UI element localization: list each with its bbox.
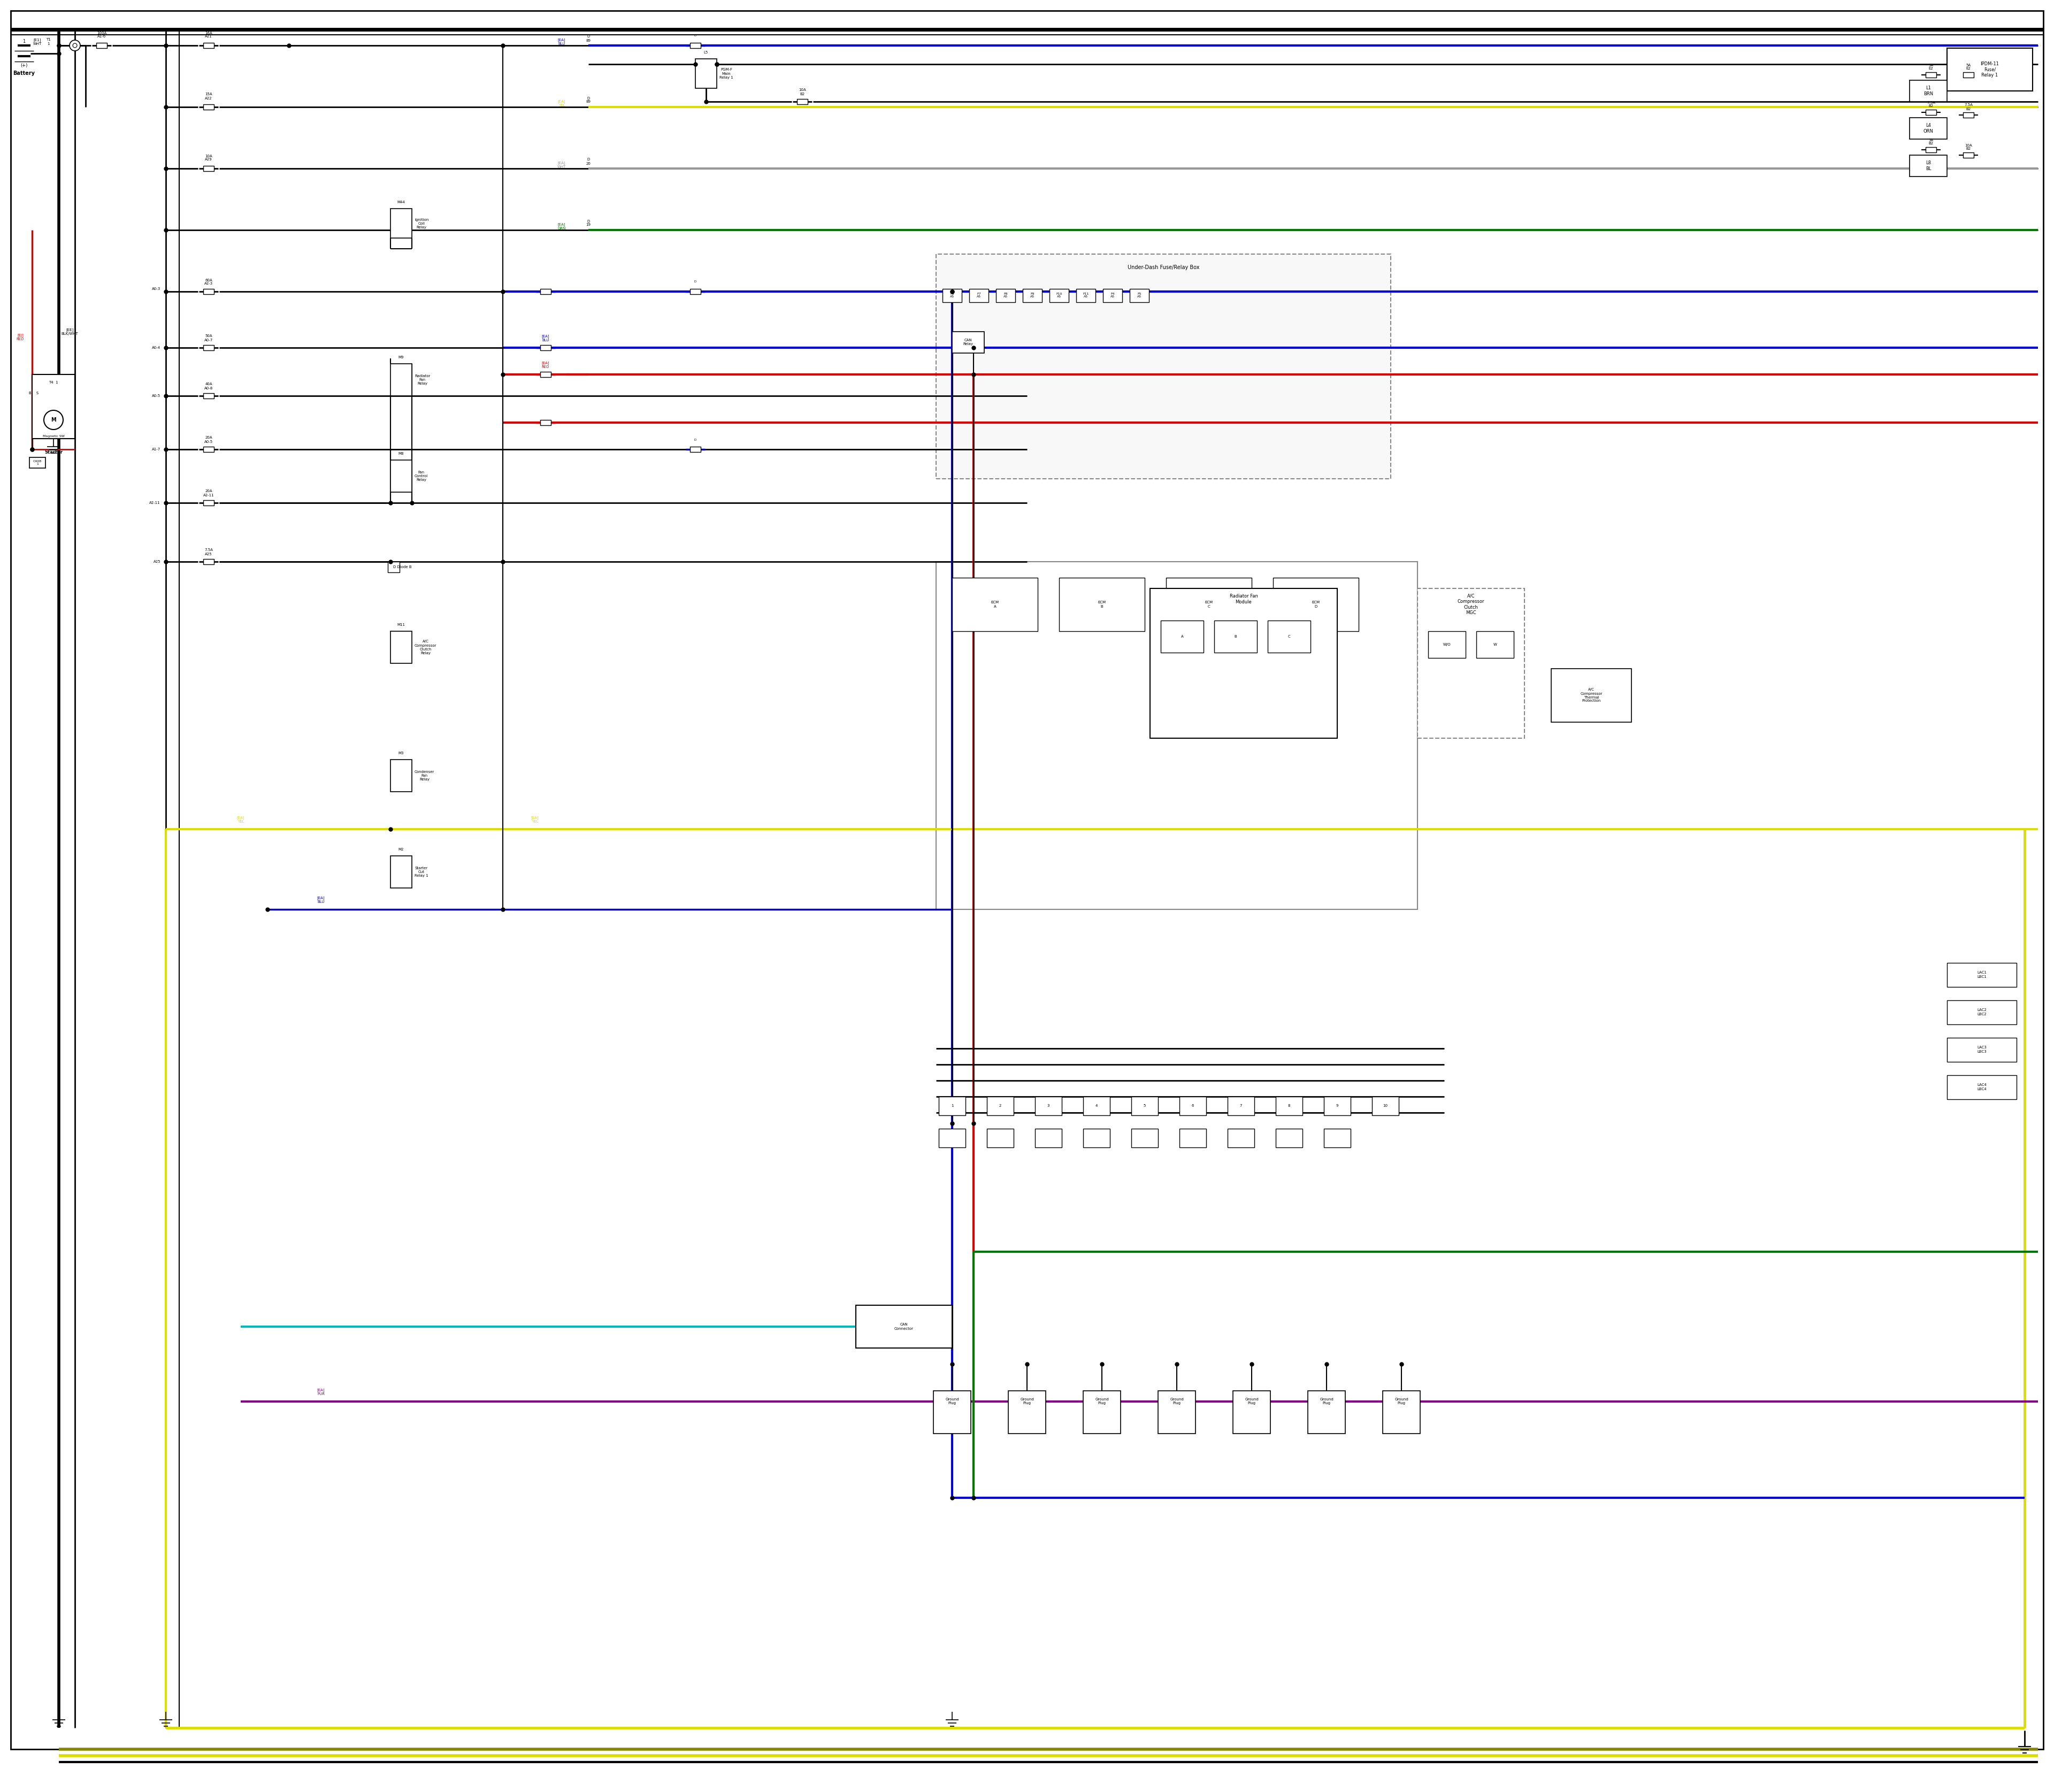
Bar [939, 1097, 965, 1115]
Text: D
89: D 89 [585, 97, 592, 104]
Text: Ground
Plug: Ground Plug [1021, 1398, 1033, 1405]
Text: 16A
A21: 16A A21 [205, 30, 212, 38]
Bar [1082, 1097, 1109, 1115]
Bar [1276, 1097, 1302, 1115]
Bar [1167, 577, 1251, 631]
Bar [933, 1391, 972, 1434]
Bar [1009, 1391, 1045, 1434]
Bar [953, 332, 984, 353]
Bar [1428, 631, 1467, 658]
Text: M2: M2 [398, 848, 405, 851]
Bar [540, 419, 550, 425]
Text: 10A
B2: 10A B2 [1966, 143, 1972, 151]
Bar [390, 364, 413, 396]
Bar [937, 561, 1417, 909]
Circle shape [72, 43, 78, 48]
Text: Ground
Plug: Ground Plug [1245, 1398, 1259, 1405]
Text: Ground
Plug: Ground Plug [1319, 1398, 1333, 1405]
Text: Under-Dash Fuse/Relay Box: Under-Dash Fuse/Relay Box [1128, 265, 1200, 271]
Bar [1228, 1097, 1255, 1115]
Bar [939, 1129, 965, 1147]
Text: Radiator Fan
Module: Radiator Fan Module [1230, 593, 1257, 604]
Text: M44: M44 [396, 201, 405, 204]
Bar [203, 346, 214, 351]
Text: 10: 10 [1382, 1104, 1389, 1107]
Bar [696, 59, 717, 88]
Text: M11: M11 [396, 624, 405, 627]
Text: 60A
A2-3: 60A A2-3 [203, 278, 214, 285]
Bar [690, 43, 700, 48]
Text: T1
1: T1 1 [45, 38, 51, 45]
Bar [1964, 113, 1974, 118]
Text: D
19: D 19 [585, 220, 592, 226]
Text: [EA]
YEL: [EA] YEL [236, 815, 244, 823]
Bar [203, 559, 214, 564]
Bar [33, 375, 74, 439]
Bar [1082, 1129, 1109, 1147]
Bar [390, 760, 413, 792]
Bar [203, 446, 214, 452]
Text: 2: 2 [998, 1104, 1002, 1107]
Bar [1910, 118, 1947, 140]
Text: F4
A5: F4 A5 [1111, 292, 1115, 297]
Text: 20A
A0-5: 20A A0-5 [203, 435, 214, 443]
Bar [1232, 1391, 1269, 1434]
Text: F9
A5: F9 A5 [1031, 292, 1035, 297]
Text: 8: 8 [1288, 1104, 1290, 1107]
Text: A0-4: A0-4 [152, 346, 160, 349]
Text: D
89: D 89 [585, 36, 592, 41]
Text: A/C
Compressor
Clutch
Relay: A/C Compressor Clutch Relay [415, 640, 438, 654]
Text: F11
A5: F11 A5 [1082, 292, 1089, 297]
Text: Magnetic SW: Magnetic SW [43, 435, 64, 437]
Text: CAN
Connector: CAN Connector [893, 1322, 914, 1330]
Text: L5: L5 [705, 50, 709, 54]
Text: PGM-F
Main
Relay 1: PGM-F Main Relay 1 [719, 68, 733, 79]
Text: Ignition
Coil
Relay: Ignition Coil Relay [415, 219, 429, 229]
Text: Condenser
Fan
Relay: Condenser Fan Relay [415, 771, 435, 781]
Text: Radiator
Fan
Relay: Radiator Fan Relay [415, 375, 429, 385]
Text: 7: 7 [1241, 1104, 1243, 1107]
Text: IPDM-11
Fuse/
Relay 1: IPDM-11 Fuse/ Relay 1 [1980, 61, 1999, 77]
Text: ECM
A: ECM A [990, 600, 998, 607]
Bar [203, 392, 214, 398]
Bar [390, 208, 413, 238]
Text: 15A
A22: 15A A22 [205, 93, 212, 100]
Bar [540, 371, 550, 376]
Text: D: D [694, 34, 696, 38]
Text: M9: M9 [398, 357, 405, 358]
Text: ECM
D: ECM D [1313, 600, 1321, 607]
Bar [1050, 289, 1068, 303]
Bar [1076, 289, 1095, 303]
Text: Starter
Cut
Relay 1: Starter Cut Relay 1 [415, 867, 429, 878]
Text: 7.5A
B2: 7.5A B2 [1964, 104, 1972, 111]
Bar [690, 446, 700, 452]
Bar [1228, 1129, 1255, 1147]
Text: D
20: D 20 [585, 158, 592, 165]
Text: A: A [1181, 634, 1183, 638]
Bar [1130, 289, 1148, 303]
Text: 100A
A1-6: 100A A1-6 [97, 30, 107, 38]
Text: 20A
A2-11: 20A A2-11 [203, 489, 214, 496]
Text: [E1]
WHT: [E1] WHT [33, 38, 41, 45]
Text: [EA]
WHT: [EA] WHT [557, 161, 567, 168]
Bar [1132, 1129, 1158, 1147]
Text: 5A
B2: 5A B2 [1929, 138, 1933, 145]
Text: 9: 9 [1335, 1104, 1339, 1107]
Bar [1477, 631, 1514, 658]
Bar [390, 631, 413, 663]
Text: [EJ]
RED: [EJ] RED [16, 333, 25, 340]
Text: D: D [694, 439, 696, 441]
Text: 40A
A0-8: 40A A0-8 [203, 383, 214, 389]
Bar [857, 1305, 953, 1348]
Text: [EA]
BLU: [EA] BLU [559, 38, 565, 45]
Text: A25: A25 [154, 561, 160, 563]
Text: Ground
Plug: Ground Plug [1395, 1398, 1409, 1405]
Text: LAC3
LBC3: LAC3 LBC3 [1978, 1047, 1986, 1054]
Bar [388, 561, 401, 572]
Bar [986, 1097, 1013, 1115]
Text: F7
A5: F7 A5 [978, 292, 982, 297]
Text: [EA]
BLU: [EA] BLU [316, 896, 325, 903]
Text: A/C
Compressor
Thermal
Protection: A/C Compressor Thermal Protection [1580, 688, 1602, 702]
Text: F10
A5: F10 A5 [1056, 292, 1062, 297]
Bar [969, 289, 988, 303]
